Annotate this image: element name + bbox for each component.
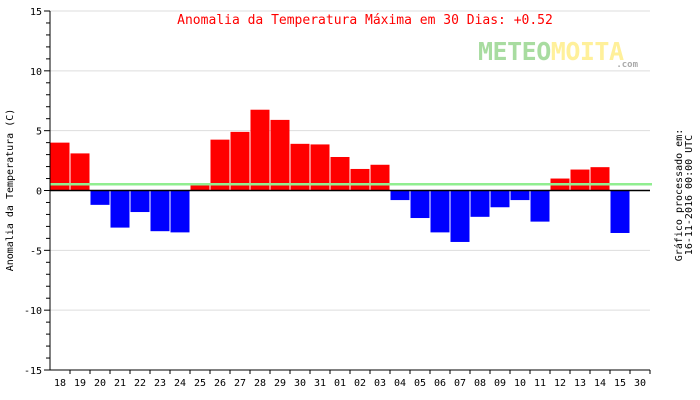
bar-01	[330, 156, 350, 191]
y-tick-label: -5	[30, 246, 42, 257]
x-tick-label: 31	[314, 378, 326, 389]
x-tick-label: 26	[214, 378, 226, 389]
x-tick-label: 30	[634, 378, 646, 389]
x-tick-label: 27	[234, 378, 246, 389]
y-tick-label: 15	[30, 7, 42, 18]
bar-05	[410, 190, 430, 219]
svg-text:16-11-2016 00:00 UTC: 16-11-2016 00:00 UTC	[684, 135, 695, 255]
x-tick-label: 14	[594, 378, 606, 389]
bar-21	[110, 190, 130, 228]
y-tick-label: -10	[24, 306, 42, 317]
bar-23	[150, 190, 170, 232]
x-tick-label: 28	[254, 378, 266, 389]
bar-18	[50, 142, 70, 191]
bar-09	[490, 190, 510, 208]
x-tick-label: 06	[434, 378, 446, 389]
bar-11	[530, 190, 550, 222]
bar-20	[90, 190, 110, 205]
bar-26	[210, 139, 230, 191]
y-tick-label: 0	[36, 187, 42, 198]
bar-28	[250, 109, 270, 191]
bar-04	[390, 190, 410, 201]
x-tick-label: 19	[74, 378, 86, 389]
bar-31	[310, 144, 330, 191]
x-tick-label: 21	[114, 378, 126, 389]
x-tick-label: 29	[274, 378, 286, 389]
bar-27	[230, 131, 250, 191]
y-tick-label: 10	[30, 67, 42, 78]
x-tick-label: 09	[494, 378, 506, 389]
bar-24	[170, 190, 190, 233]
x-tick-label: 03	[374, 378, 386, 389]
bar-19	[70, 153, 90, 191]
bar-13	[570, 169, 590, 191]
x-tick-label: 08	[474, 378, 486, 389]
x-tick-label: 01	[334, 378, 346, 389]
svg-text:METEOMOITA: METEOMOITA	[478, 37, 624, 66]
svg-text:Gráfico processado em:: Gráfico processado em:	[673, 129, 685, 261]
x-tick-label: 11	[534, 378, 546, 389]
bar-07	[450, 190, 470, 242]
x-tick-label: 12	[554, 378, 566, 389]
y-axis-label: Anomalia da Temperatura (C)	[5, 109, 16, 272]
logo: METEOMOITA .com	[478, 37, 639, 70]
x-tick-label: 04	[394, 378, 406, 389]
y-tick-label: 5	[36, 127, 42, 138]
x-tick-label: 22	[134, 378, 146, 389]
bar-25	[190, 184, 210, 191]
bar-14	[590, 167, 610, 191]
bar-08	[470, 190, 490, 217]
x-tick-label: 20	[94, 378, 106, 389]
x-tick-label: 02	[354, 378, 366, 389]
bar-10	[510, 190, 530, 201]
bar-22	[130, 190, 150, 213]
bar-03	[370, 164, 390, 191]
bar-06	[430, 190, 450, 233]
x-tick-label: 05	[414, 378, 426, 389]
x-tick-label: 30	[294, 378, 306, 389]
y-tick-label: -15	[24, 366, 42, 377]
x-tick-label: 10	[514, 378, 526, 389]
processed-timestamp: Gráfico processado em: 16-11-2016 00:00 …	[673, 129, 695, 261]
x-tick-label: 15	[614, 378, 626, 389]
svg-text:.com: .com	[616, 60, 638, 70]
x-tick-label: 25	[194, 378, 206, 389]
bar-30	[290, 143, 310, 191]
x-tick-label: 24	[174, 378, 186, 389]
bar-29	[270, 119, 290, 191]
chart-title: Anomalia da Temperatura Máxima em 30 Dia…	[177, 13, 553, 28]
x-tick-label: 13	[574, 378, 586, 389]
x-tick-label: 07	[454, 378, 466, 389]
x-tick-label: 23	[154, 378, 166, 389]
bar-02	[350, 168, 370, 191]
bar-15	[610, 190, 630, 233]
x-tick-label: 18	[54, 378, 66, 389]
